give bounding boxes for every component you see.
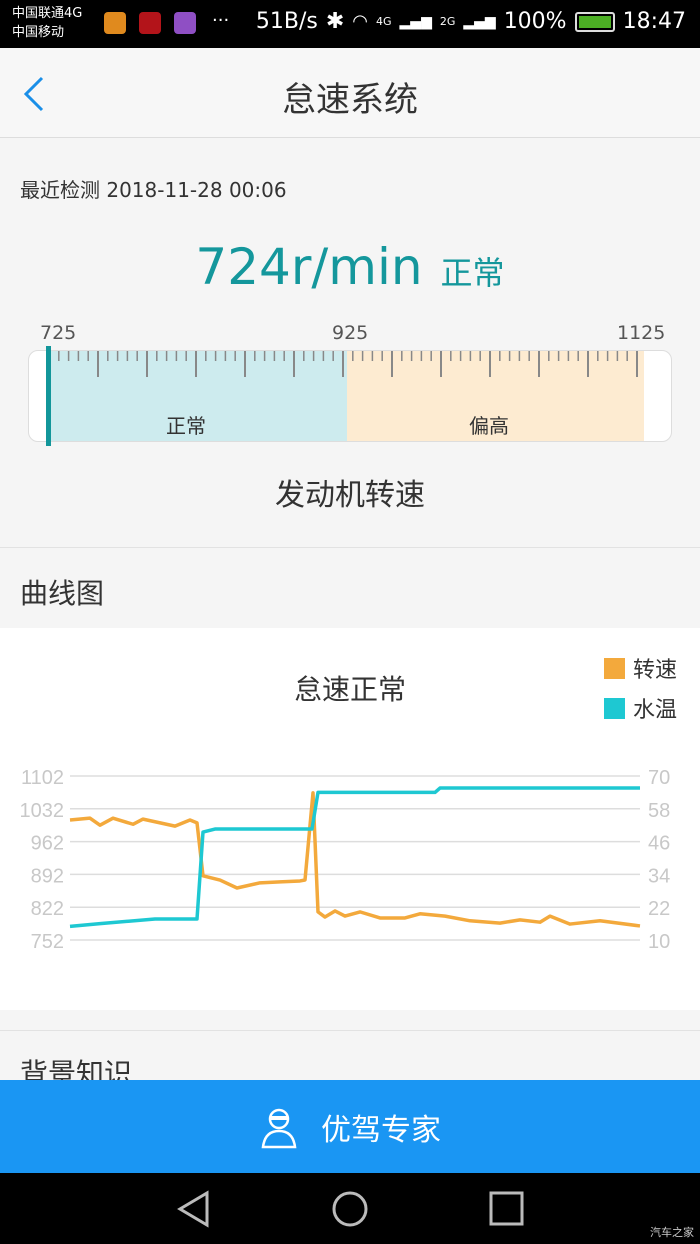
gauge-high-zone (347, 351, 644, 441)
y-right-tick: 70 (648, 767, 670, 789)
battery-percent: 100% (503, 9, 567, 34)
gauge-ticks (58, 351, 638, 377)
y-left-tick: 752 (31, 931, 64, 953)
chart-title: 怠速正常 (293, 673, 406, 706)
header: 怠速系统 (0, 48, 700, 138)
chevron-left-icon (23, 76, 44, 112)
network-speed: 51B/s (255, 9, 318, 34)
more-notifications: ··· (212, 10, 230, 31)
y-left-tick: 1102 (21, 767, 64, 789)
rpm-readout: 724r/min 正常 (0, 238, 700, 296)
battery-icon (574, 11, 615, 32)
y-right-tick: 34 (648, 865, 670, 887)
y-left-tick: 822 (31, 898, 64, 920)
y-left-tick: 892 (31, 865, 64, 887)
legend-rpm: 转速 (604, 652, 677, 684)
home-nav-icon[interactable] (330, 1190, 370, 1228)
series-line-0 (69, 791, 641, 928)
y-right-tick: 10 (648, 931, 670, 953)
divider (0, 547, 700, 548)
back-button[interactable] (18, 72, 58, 116)
gauge-normal-label: 正常 (166, 414, 206, 438)
carrier-2: 中国移动 (12, 25, 65, 40)
signal-2g: 2G (439, 15, 456, 28)
expert-avatar-icon (261, 1108, 297, 1148)
signal-4g: 4G (376, 15, 392, 28)
carrier-1: 中国联通4G (12, 6, 83, 21)
y-right-tick: 22 (648, 898, 670, 920)
line-chart: 1102 70 1032 58 962 46 892 34 822 22 752 10 (20, 767, 671, 953)
expert-label: 优驾专家 (321, 1112, 441, 1148)
nav-bar: 汽车之家 (0, 1173, 700, 1244)
scale-min: 725 (40, 322, 77, 344)
page-title: 怠速系统 (282, 80, 418, 120)
legend-swatch (604, 657, 625, 679)
y-left-tick: 1032 (20, 800, 65, 822)
series-line-1 (69, 786, 640, 929)
y-left-tick: 962 (31, 833, 64, 855)
legend-label: 水温 (633, 698, 678, 723)
rpm-gauge (28, 350, 672, 442)
clock: 18:47 (622, 9, 686, 34)
bluetooth-icon: ✱ (325, 9, 345, 34)
alarm-app-icon (139, 12, 161, 34)
wifi-icon: ◠ (352, 11, 368, 32)
gauge-high-label: 偏高 (469, 414, 509, 438)
scale-max: 1125 (617, 322, 666, 344)
divider (0, 1030, 700, 1031)
expert-button[interactable]: 优驾专家 (0, 1080, 700, 1173)
legend-temp: 水温 (604, 692, 677, 724)
status-badge: 正常 (440, 254, 505, 292)
gauge-marker (46, 346, 51, 446)
legend-swatch (604, 697, 625, 719)
y-right-tick: 58 (648, 800, 670, 822)
signal-icon: ▂▄▆ (463, 13, 496, 30)
gauge-name: 发动机转速 (275, 478, 425, 513)
y-right-tick: 46 (648, 833, 670, 855)
recents-nav-icon[interactable] (487, 1190, 527, 1228)
back-nav-icon[interactable] (175, 1190, 215, 1228)
health-app-icon (104, 12, 126, 34)
legend-label: 转速 (633, 658, 678, 683)
curve-heading: 曲线图 (20, 577, 105, 610)
last-check-time: 最近检测 2018-11-28 00:06 (20, 178, 287, 202)
rpm-value: 724r/min (195, 238, 423, 296)
signal-icon: ▂▄▆ (399, 13, 432, 30)
scale-mid: 925 (332, 322, 369, 344)
watermark: 汽车之家 (650, 1226, 694, 1239)
status-bar: 中国联通4G 中国移动 ··· 51B/s ✱ ◠ 4G ▂▄▆ 2G ▂▄▆ 100… (0, 0, 700, 48)
gallery-app-icon (174, 12, 196, 34)
